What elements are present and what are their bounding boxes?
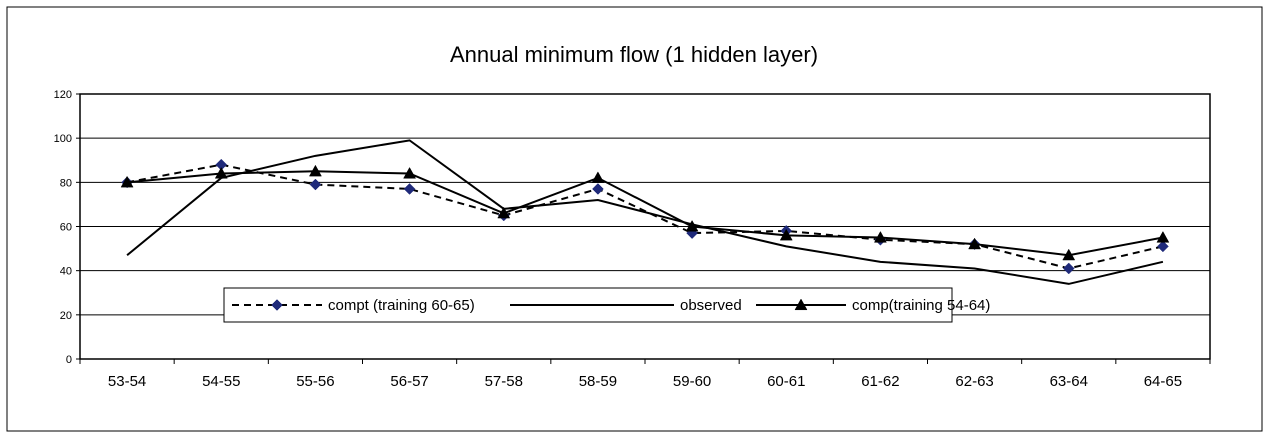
x-tick-label: 59-60 xyxy=(673,373,711,390)
data-point xyxy=(1062,262,1075,275)
legend-label: observed xyxy=(680,297,742,314)
series-line xyxy=(126,170,1164,257)
series-1 xyxy=(126,139,1164,285)
data-point xyxy=(873,231,887,243)
data-point xyxy=(779,228,793,241)
series-line xyxy=(126,163,1164,270)
plot-area: 0 20 40 60 80 100 120 53-54 54-55 55-56 56-57 57-58… xyxy=(54,89,1211,390)
x-tick-label: 55-56 xyxy=(296,373,334,390)
data-point xyxy=(403,183,416,195)
x-tick-label: 58-59 xyxy=(579,373,617,390)
y-tick-label: 60 xyxy=(60,222,72,234)
data-point xyxy=(309,178,322,191)
data-point xyxy=(592,183,604,195)
x-tick-label: 53-54 xyxy=(108,373,146,390)
y-tick-label: 0 xyxy=(66,354,72,366)
data-point xyxy=(1157,240,1169,253)
x-tick-label: 64-65 xyxy=(1144,373,1182,390)
x-tick-label: 61-62 xyxy=(861,373,899,390)
legend-marker xyxy=(794,298,808,311)
data-point xyxy=(497,206,511,219)
legend-label: compt (training 60-65) xyxy=(328,297,475,314)
y-tick-label: 120 xyxy=(54,89,72,101)
legend: compt (training 60-65) observed comp(train… xyxy=(223,287,990,323)
legend-entry-2: comp(training 54-64) xyxy=(756,297,990,314)
legend-label: comp(training 54-64) xyxy=(852,297,990,314)
data-point xyxy=(1062,248,1076,261)
x-tick-label: 60-61 xyxy=(767,373,805,390)
legend-entry-0: compt (training 60-65) xyxy=(232,297,475,314)
legend-entry-1: observed xyxy=(510,297,742,314)
data-point xyxy=(214,166,228,179)
data-point xyxy=(685,219,699,232)
x-tick-label: 54-55 xyxy=(202,373,240,390)
data-point xyxy=(591,171,605,183)
x-tick-label: 57-58 xyxy=(485,373,523,390)
x-tick-label: 56-57 xyxy=(390,373,428,390)
x-tick-label: 62-63 xyxy=(955,373,993,390)
y-tick-label: 40 xyxy=(60,266,72,278)
data-point xyxy=(403,166,417,179)
legend-marker xyxy=(271,299,283,311)
y-tick-label: 20 xyxy=(60,310,72,322)
series-line xyxy=(126,139,1164,285)
data-point xyxy=(1156,231,1170,243)
chart-title: Annual minimum flow (1 hidden layer) xyxy=(450,42,818,67)
y-tick-label: 100 xyxy=(54,133,72,145)
x-tick-label: 63-64 xyxy=(1050,373,1088,390)
series-2 xyxy=(120,164,1170,261)
data-point xyxy=(308,164,322,177)
y-tick-label: 80 xyxy=(60,177,72,189)
data-point xyxy=(120,175,134,188)
data-point xyxy=(968,237,982,250)
